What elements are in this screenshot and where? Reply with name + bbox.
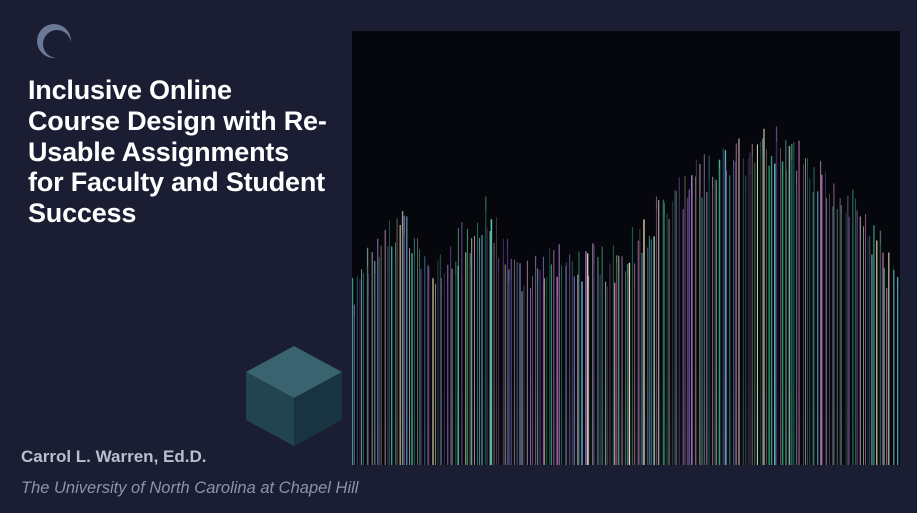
author-affiliation: The University of North Carolina at Chap… <box>21 479 358 498</box>
slide: Inclusive Online Course Design with Re-U… <box>0 0 917 513</box>
cube-icon <box>238 340 350 452</box>
strand-svg <box>352 31 900 465</box>
author-name: Carrol L. Warren, Ed.D. <box>21 447 206 467</box>
slide-title: Inclusive Online Course Design with Re-U… <box>28 75 328 229</box>
crescent-icon <box>37 24 71 58</box>
strand-visualization <box>352 31 900 465</box>
